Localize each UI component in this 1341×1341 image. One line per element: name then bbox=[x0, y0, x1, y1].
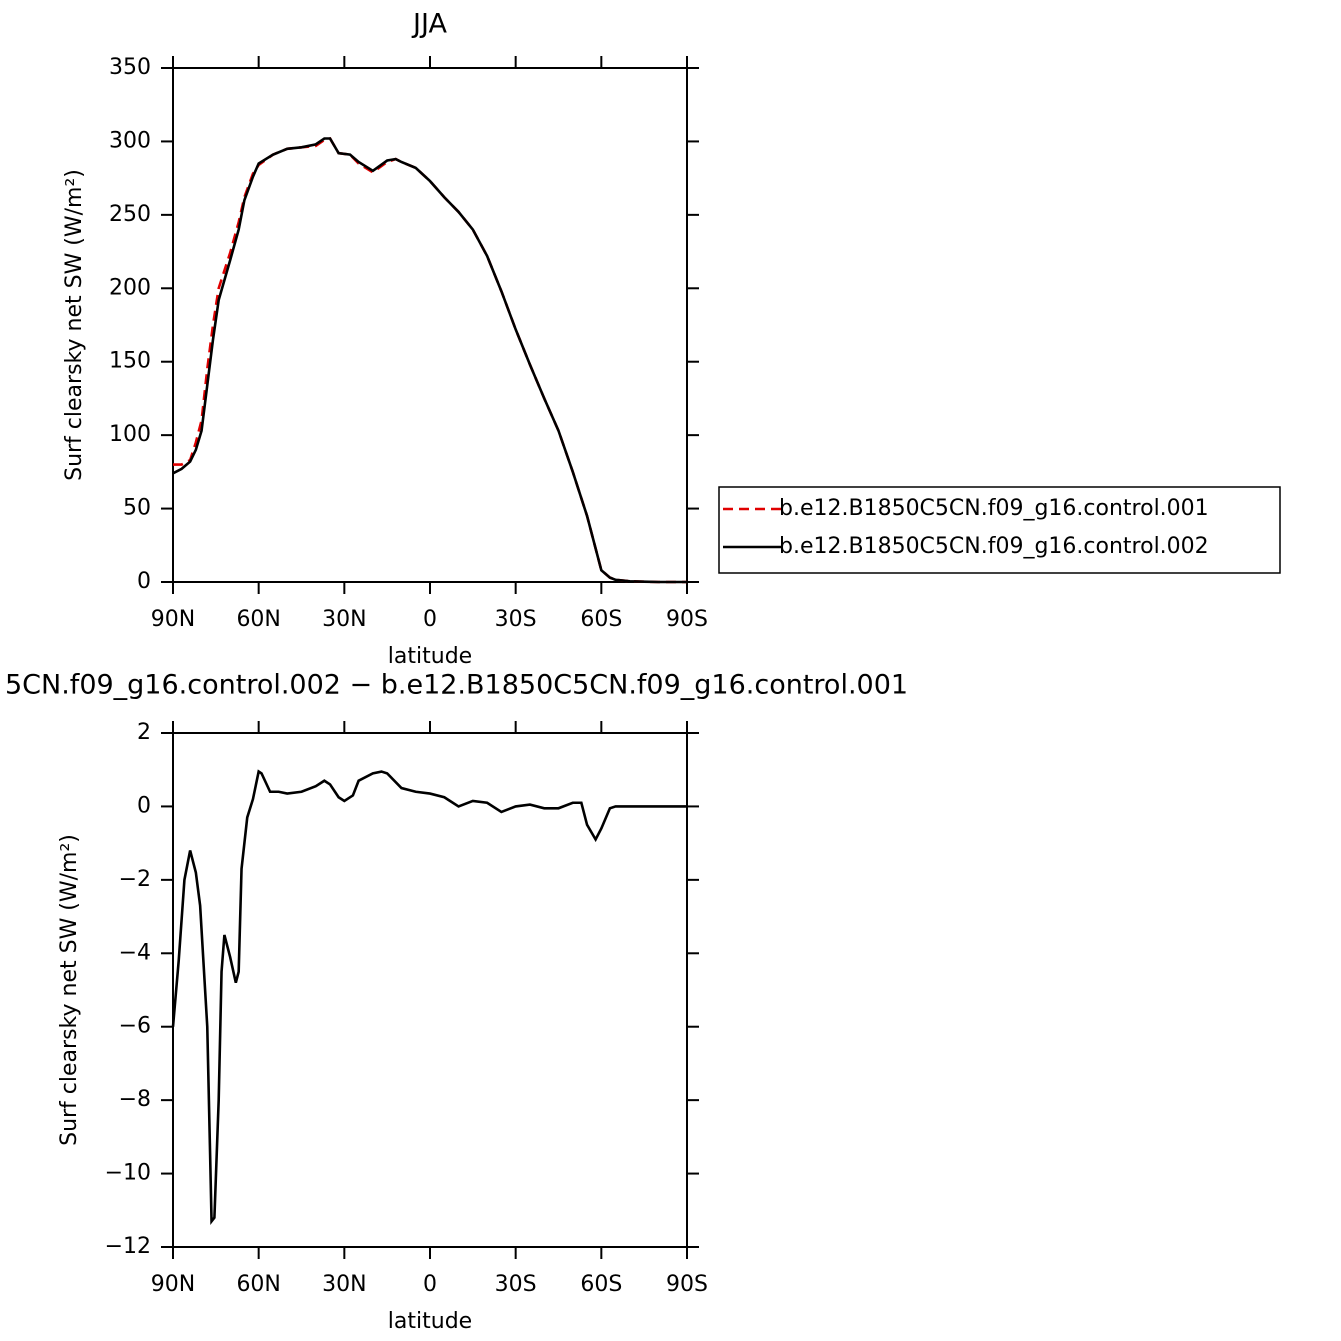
y-tick-label: 2 bbox=[137, 720, 151, 745]
y-tick-label: −12 bbox=[105, 1234, 151, 1259]
x-tick-label: 60N bbox=[236, 1272, 280, 1297]
x-tick-label: 90N bbox=[151, 607, 195, 632]
y-tick-label: −4 bbox=[119, 940, 151, 965]
y-tick-label: −10 bbox=[105, 1161, 151, 1186]
chart-title: JJA bbox=[411, 9, 447, 40]
y-tick-label: 300 bbox=[109, 128, 151, 153]
y-tick-label: 0 bbox=[137, 793, 151, 818]
x-tick-label: 0 bbox=[423, 1272, 437, 1297]
plot-frame bbox=[172, 67, 688, 583]
x-tick-label: 60N bbox=[236, 607, 280, 632]
x-tick-label: 30S bbox=[495, 607, 537, 632]
x-tick-label: 30S bbox=[495, 1272, 537, 1297]
y-tick-label: −6 bbox=[119, 1014, 151, 1039]
x-tick-label: 90N bbox=[151, 1272, 195, 1297]
y-tick-label: 100 bbox=[109, 422, 151, 447]
y-tick-label: 150 bbox=[109, 349, 151, 374]
y-tick-label: −2 bbox=[119, 867, 151, 892]
legend-label: b.e12.B1850C5CN.f09_g16.control.001 bbox=[779, 496, 1209, 521]
y-axis-label: Surf clearsky net SW (W/m²) bbox=[62, 169, 87, 481]
chart-title: 5CN.f09_g16.control.002 − b.e12.B1850C5C… bbox=[5, 670, 908, 701]
legend-box bbox=[718, 486, 1281, 574]
y-tick-label: 0 bbox=[137, 569, 151, 594]
series-line bbox=[172, 137, 687, 584]
series-line bbox=[173, 136, 687, 584]
x-axis-label: latitude bbox=[388, 1309, 472, 1334]
y-tick-label: 50 bbox=[123, 496, 151, 521]
y-tick-label: 200 bbox=[109, 275, 151, 300]
x-tick-label: 30N bbox=[322, 607, 366, 632]
y-axis-label: Surf clearsky net SW (W/m²) bbox=[57, 834, 82, 1146]
x-tick-label: 0 bbox=[423, 607, 437, 632]
y-tick-label: −8 bbox=[119, 1087, 151, 1112]
x-tick-label: 90S bbox=[666, 607, 708, 632]
x-tick-label: 90S bbox=[666, 1272, 708, 1297]
y-tick-label: 250 bbox=[109, 202, 151, 227]
x-tick-label: 60S bbox=[580, 607, 622, 632]
legend-label: b.e12.B1850C5CN.f09_g16.control.002 bbox=[779, 534, 1209, 559]
x-axis-label: latitude bbox=[388, 644, 472, 669]
series-line bbox=[171, 769, 687, 1225]
x-tick-label: 30N bbox=[322, 1272, 366, 1297]
x-tick-label: 60S bbox=[580, 1272, 622, 1297]
y-tick-label: 350 bbox=[109, 55, 151, 80]
